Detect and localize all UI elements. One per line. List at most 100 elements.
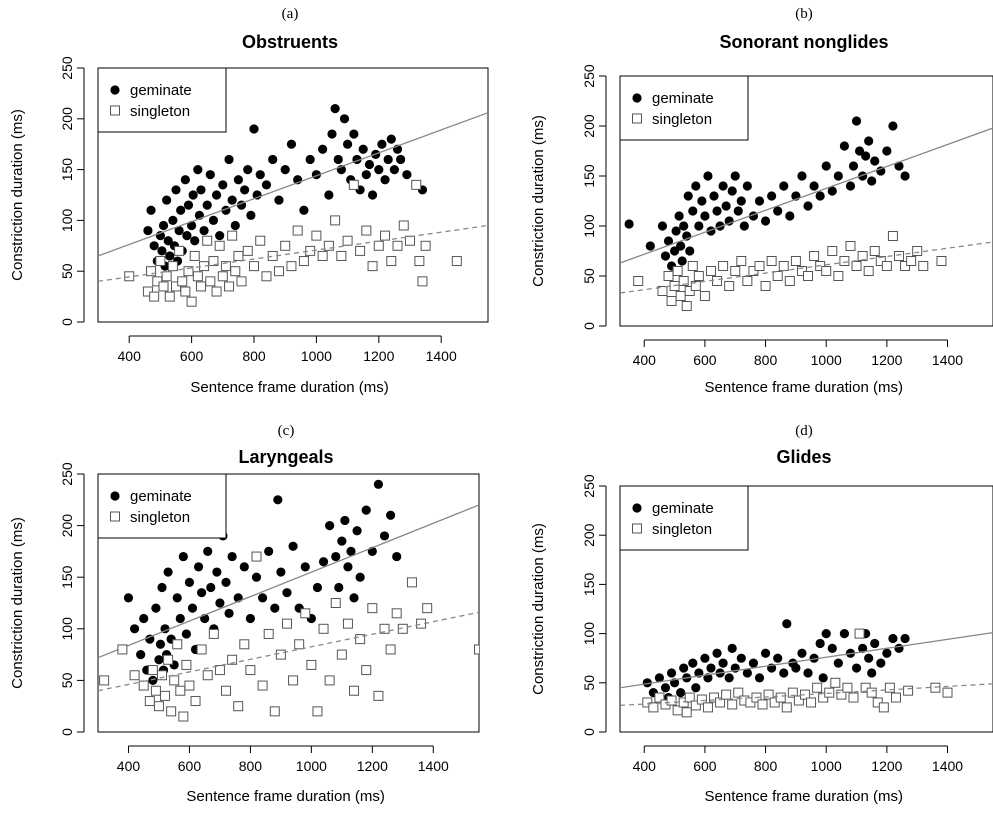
y-tick-label: 150: [59, 158, 75, 182]
legend: geminate singleton: [97, 473, 227, 539]
singleton-point: [169, 675, 180, 686]
x-tick-label: 600: [693, 758, 717, 774]
x-tick-label: 1200: [871, 758, 902, 774]
geminate-point: [374, 165, 384, 175]
legend: geminate singleton: [97, 67, 227, 133]
geminate-point: [742, 668, 752, 678]
singleton-point: [903, 685, 914, 696]
geminate-point: [882, 146, 892, 156]
singleton-point: [699, 291, 710, 301]
x-tick-label: 1000: [811, 352, 842, 368]
geminate-point: [779, 668, 789, 678]
singleton-point: [422, 603, 433, 614]
singleton-point: [349, 685, 360, 696]
geminate-point: [679, 221, 689, 231]
singleton-point: [224, 281, 235, 292]
singleton-point: [684, 692, 695, 703]
legend-singleton-label: singleton: [652, 521, 712, 538]
geminate-point: [176, 205, 186, 215]
geminate-point: [748, 658, 759, 668]
singleton-point: [144, 696, 155, 707]
singleton-point: [405, 235, 415, 246]
singleton-point: [833, 271, 844, 281]
geminate-point: [355, 572, 365, 582]
geminate-point: [691, 181, 701, 191]
geminate-point: [187, 603, 198, 613]
singleton-point: [379, 623, 390, 634]
geminate-point: [318, 557, 329, 567]
geminate-point: [703, 171, 713, 181]
geminate-point: [851, 116, 862, 126]
singleton-point: [355, 245, 366, 256]
geminate-point: [739, 221, 749, 231]
geminate-point: [184, 577, 195, 587]
geminate-point: [900, 633, 910, 644]
singleton-point: [129, 670, 140, 681]
geminate-point: [657, 221, 668, 231]
singleton-point: [273, 266, 284, 277]
singleton-point: [918, 261, 929, 271]
plot-frame: [97, 473, 480, 733]
singleton-point: [318, 623, 329, 634]
geminate-point: [660, 251, 671, 261]
geminate-point: [727, 643, 737, 653]
geminate-point: [280, 165, 290, 175]
geminate-point: [352, 526, 362, 536]
y-tick-label: 50: [581, 675, 597, 691]
geminate-point: [827, 643, 837, 653]
geminate-point: [155, 639, 166, 649]
singleton-point: [142, 286, 153, 297]
geminate-point: [288, 541, 298, 551]
singleton-point: [288, 675, 299, 686]
geminate-point: [206, 582, 216, 593]
singleton-point: [330, 598, 341, 608]
singleton-point: [317, 250, 328, 261]
geminate-point: [797, 648, 807, 658]
geminate-point: [864, 653, 874, 663]
panel-letter: (d): [795, 423, 813, 439]
geminate-point: [340, 515, 350, 526]
singleton-point: [705, 266, 716, 276]
panel-a: (a) Obstruents 400 600 800 1000 1200 1400 0 50 100…: [9, 6, 489, 396]
singleton-point: [803, 271, 814, 281]
geminate-point: [230, 220, 240, 231]
y-tick-label: 150: [581, 164, 597, 188]
singleton-point: [721, 689, 732, 700]
y-tick-label: 200: [581, 523, 597, 547]
geminate-point: [386, 510, 396, 520]
singleton-point: [367, 261, 378, 272]
singleton-point: [177, 276, 188, 287]
singleton-point: [742, 276, 753, 286]
geminate-point: [257, 593, 268, 603]
singleton-point: [763, 689, 774, 700]
x-axis-label: Sentence frame duration (ms): [705, 379, 903, 396]
singleton-point: [417, 276, 428, 287]
geminate-point: [815, 191, 825, 201]
x-tick-label: 1200: [871, 352, 902, 368]
geminate-point: [349, 129, 359, 139]
geminate-point: [754, 196, 765, 206]
singleton-point: [236, 276, 247, 287]
geminate-point: [733, 206, 743, 216]
singleton-point: [178, 711, 189, 722]
singleton-point: [848, 692, 859, 703]
geminate-point: [683, 191, 693, 201]
geminate-point: [864, 136, 874, 146]
geminate-point: [305, 154, 315, 165]
geminate-point: [827, 186, 837, 196]
singleton-point: [812, 682, 823, 693]
geminate-point: [175, 613, 185, 624]
singleton-point: [180, 286, 191, 297]
legend-singleton-marker: [632, 113, 642, 124]
singleton-point: [336, 649, 347, 660]
y-tick-label: 0: [581, 728, 597, 736]
geminate-point: [251, 572, 262, 582]
geminate-point: [346, 546, 356, 557]
singleton-point: [117, 644, 128, 655]
geminate-point: [803, 201, 813, 211]
singleton-point: [790, 256, 801, 266]
singleton-point: [195, 281, 206, 292]
geminate-point: [700, 211, 710, 221]
x-axis-label: Sentence frame duration (ms): [190, 379, 388, 396]
singleton-point: [778, 261, 789, 271]
